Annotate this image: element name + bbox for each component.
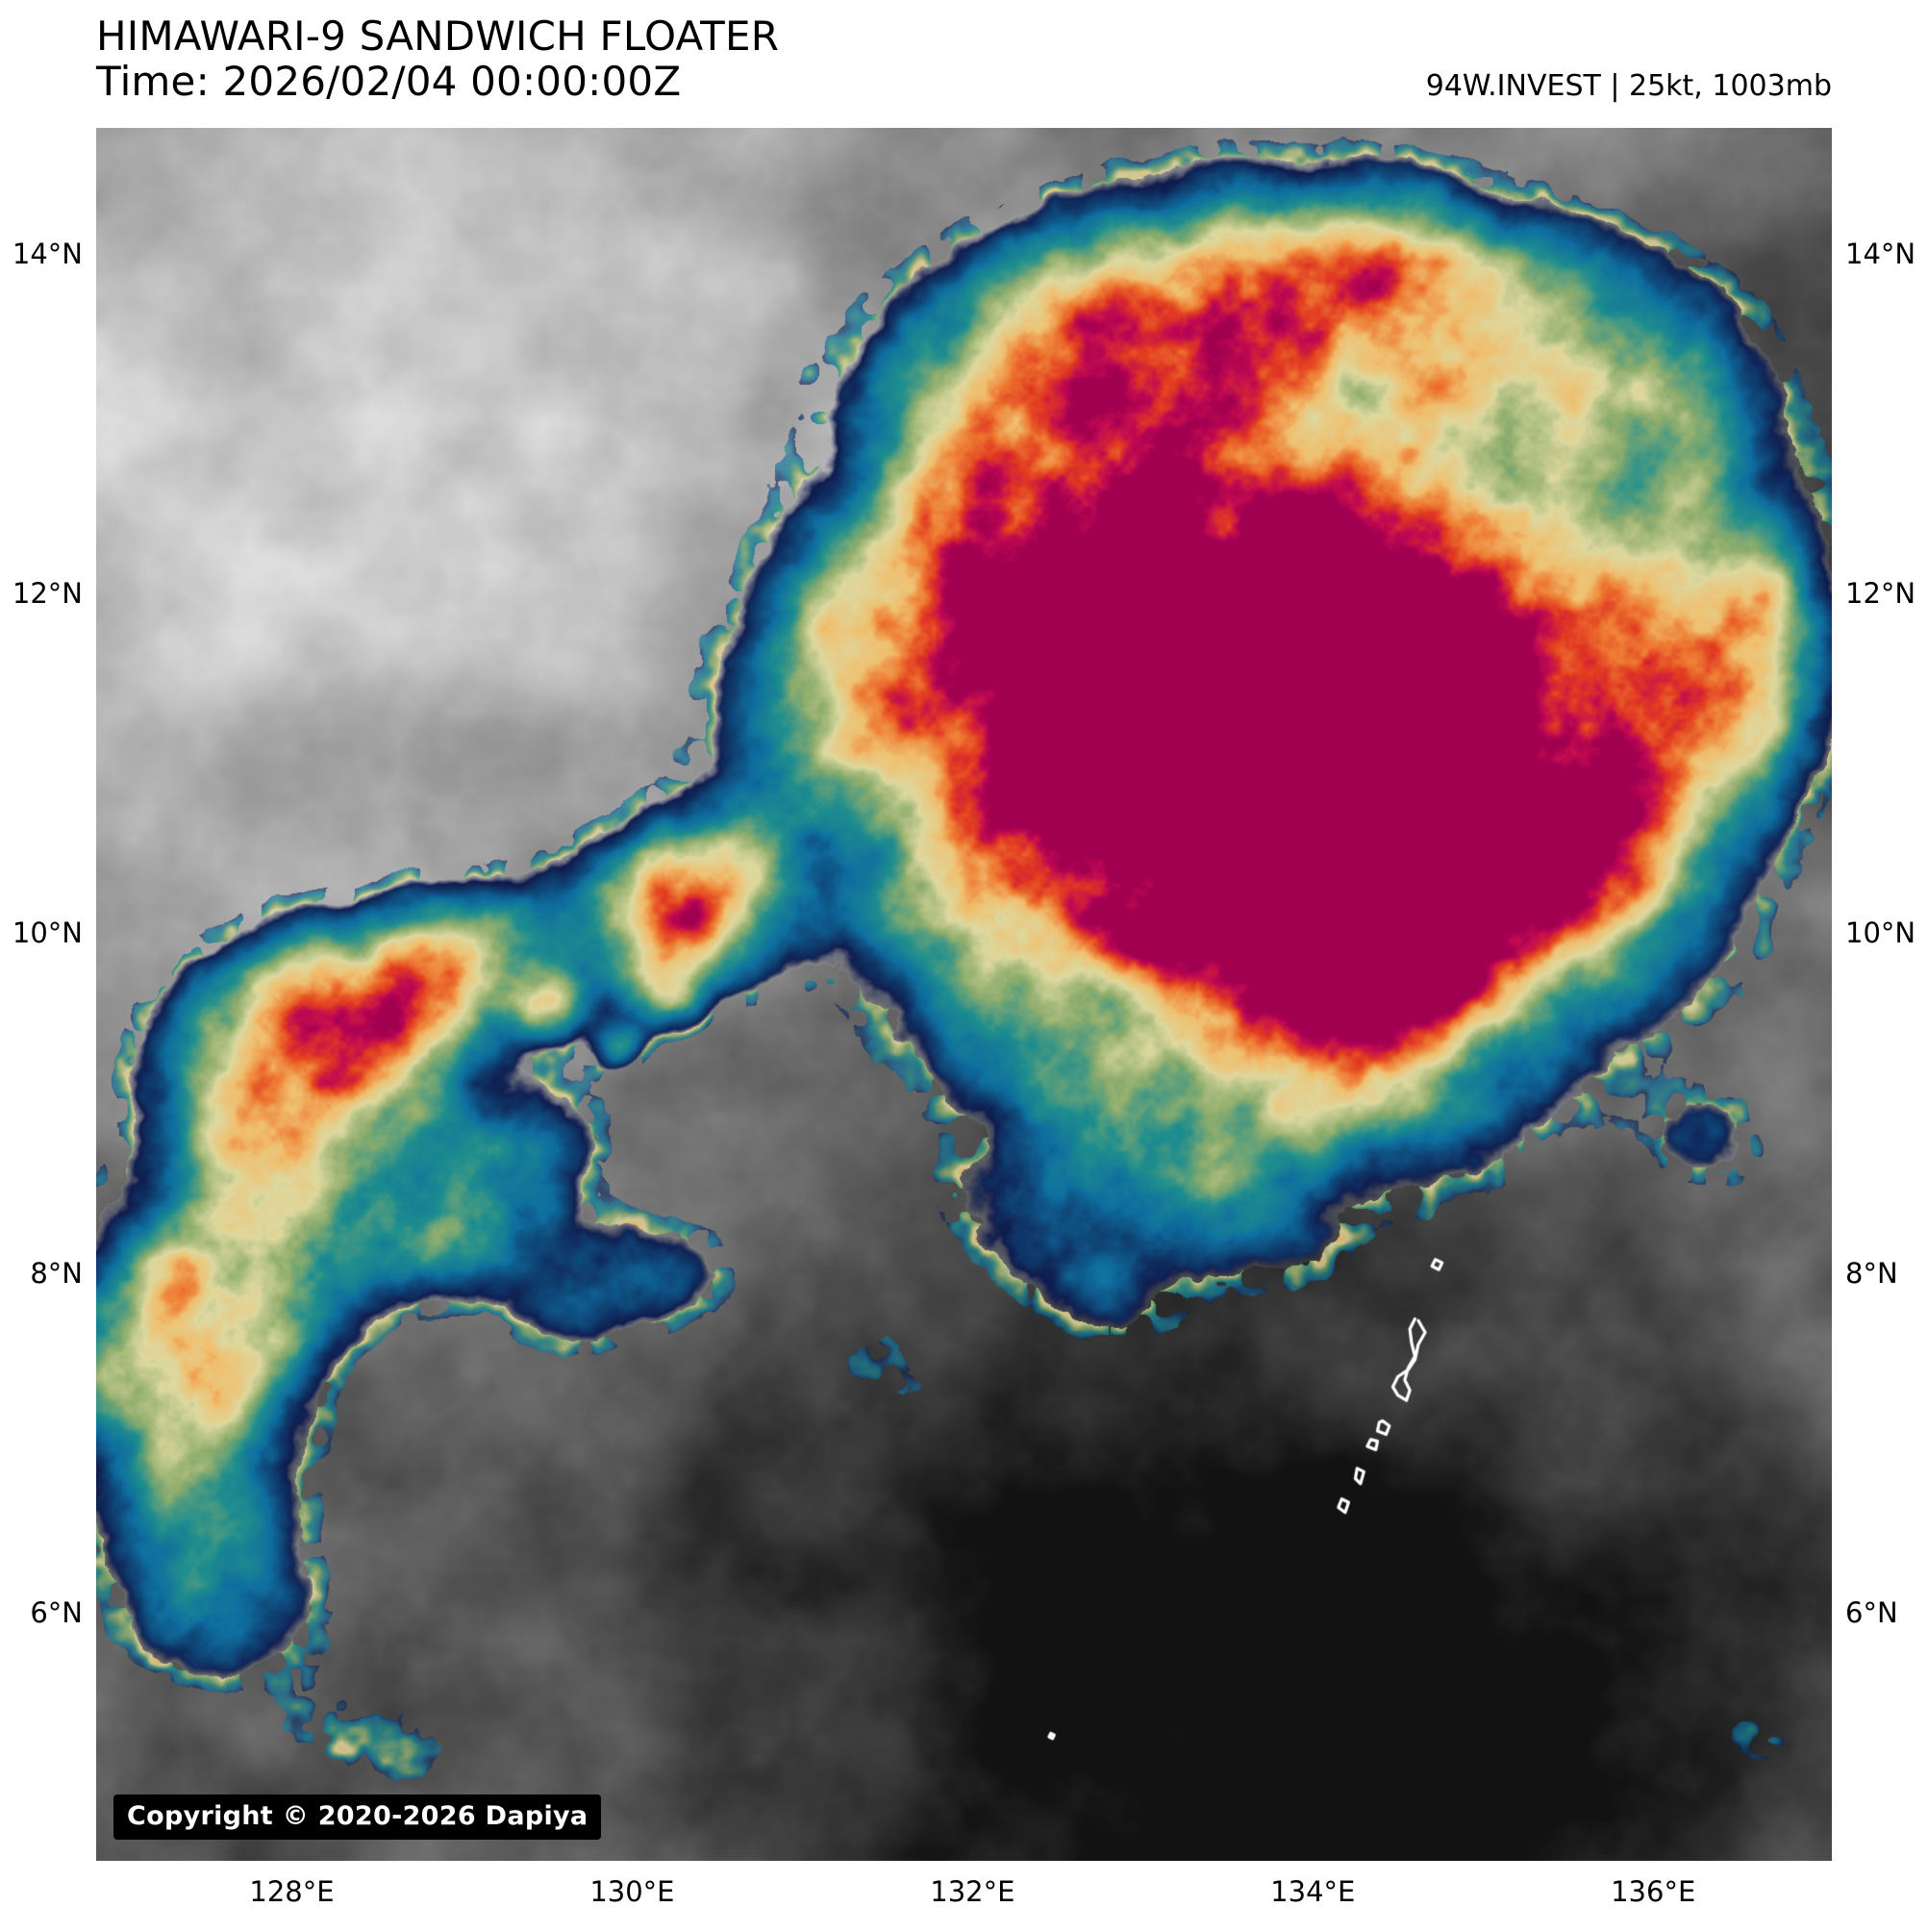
y-axis-tick-label: 12°N <box>1845 576 1916 610</box>
y-axis-tick-label: 8°N <box>30 1256 83 1290</box>
satellite-image-plot[interactable]: Copyright © 2020-2026 Dapiya <box>96 128 1832 1861</box>
y-axis-tick-label: 12°N <box>12 576 83 610</box>
y-axis-tick-label: 10°N <box>1845 916 1916 950</box>
page-title: HIMAWARI-9 SANDWICH FLOATER <box>96 13 780 60</box>
y-axis-tick-label: 6°N <box>30 1595 83 1629</box>
satellite-imagery-canvas <box>96 128 1832 1861</box>
y-axis-tick-label: 14°N <box>12 237 83 270</box>
timestamp-label: Time: 2026/02/04 00:00:00Z <box>96 58 682 106</box>
header: HIMAWARI-9 SANDWICH FLOATER Time: 2026/0… <box>0 0 1928 128</box>
y-axis-tick-label: 8°N <box>1845 1256 1898 1290</box>
storm-info-label: 94W.INVEST | 25kt, 1003mb <box>1425 69 1832 103</box>
x-axis-tick-label: 130°E <box>589 1875 675 1908</box>
title-block: HIMAWARI-9 SANDWICH FLOATER Time: 2026/0… <box>96 13 779 104</box>
x-axis-tick-label: 128°E <box>249 1875 335 1908</box>
y-axis-tick-label: 6°N <box>1845 1595 1898 1629</box>
x-axis-tick-label: 132°E <box>930 1875 1015 1908</box>
y-axis-tick-label: 10°N <box>12 916 83 950</box>
x-axis-tick-label: 136°E <box>1611 1875 1696 1908</box>
copyright-badge: Copyright © 2020-2026 Dapiya <box>113 1794 602 1840</box>
x-axis-tick-label: 134°E <box>1270 1875 1356 1908</box>
y-axis-tick-label: 14°N <box>1845 237 1916 270</box>
